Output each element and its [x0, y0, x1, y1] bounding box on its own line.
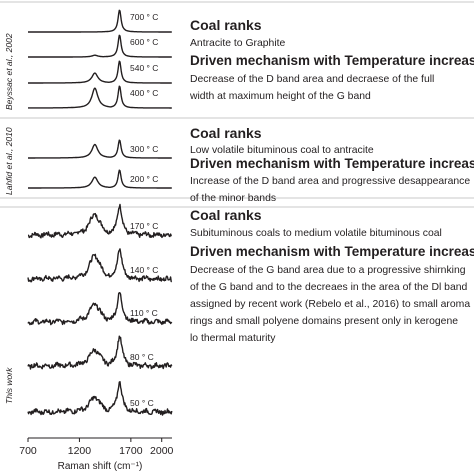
- x-tick-label-2: 1700: [119, 445, 143, 457]
- spectrum-p3-4: [27, 381, 173, 416]
- temperature-label-p3-0: 170 ° C: [130, 221, 158, 231]
- panel-2-mech-line-2: of the minor bands: [190, 193, 276, 204]
- panel-3-mech-title: Driven mechanism with Temperature increa…: [190, 244, 474, 259]
- temperature-labels: 700 ° C 600 ° C 540 ° C 400 ° C 300 ° C 200 °…: [130, 12, 158, 408]
- source-label-3: This work: [4, 367, 14, 404]
- spectrum-p3-3: [27, 335, 173, 370]
- temperature-label-p2-1: 200 ° C: [130, 174, 158, 184]
- temperature-label-p2-0: 300 ° C: [130, 144, 158, 154]
- temperature-label-p3-1: 140 ° C: [130, 265, 158, 275]
- panel-3-mech-line-4: rings and small polyene domains present …: [190, 316, 458, 327]
- x-tick-label-1: 1200: [68, 445, 92, 457]
- panel-2-rank-text: Low volatile bituminous coal to antracit…: [190, 145, 374, 156]
- panel-1-mech-line-2: width at maximum height of the G band: [189, 91, 371, 102]
- temperature-label-p1-1: 600 ° C: [130, 37, 158, 47]
- spectrum-p3-0: [27, 203, 172, 239]
- spectrum-p1-0: [27, 9, 172, 33]
- spectra-group: [27, 9, 173, 416]
- spectrum-p2-1: [27, 169, 172, 189]
- temperature-label-p1-2: 540 ° C: [130, 63, 158, 73]
- spectrum-p2-0: [27, 139, 172, 159]
- spectrum-p1-1: [27, 34, 172, 58]
- panel-2-mech-title: Driven mechanism with Temperature increa…: [190, 156, 474, 171]
- x-axis-ticks: 700 1200 1700 2000: [19, 438, 174, 457]
- temperature-label-p1-3: 400 ° C: [130, 88, 158, 98]
- temperature-label-p1-0: 700 ° C: [130, 12, 158, 22]
- panel-1-rank-title: Coal ranks: [190, 17, 262, 33]
- x-axis-label: Raman shift (cm⁻¹): [58, 461, 143, 472]
- spectrum-p1-2: [27, 60, 172, 84]
- temperature-label-p3-2: 110 ° C: [130, 308, 158, 318]
- source-label-1: Beyssac et al., 2002: [4, 33, 14, 110]
- source-label-2: Lahfid et al., 2010: [4, 127, 14, 195]
- panel-3-mech-line-5: lo thermal maturity: [190, 333, 276, 344]
- panel-1-rank-text: Antracite to Graphite: [190, 38, 286, 49]
- x-tick-label-3: 2000: [150, 445, 174, 457]
- panel-1-mech-title: Driven mechanism with Temperature increa…: [190, 53, 474, 68]
- panel-1-mech-line-1: Decrease of the D band area and decraese…: [190, 74, 434, 85]
- spectrum-p1-3: [27, 85, 172, 109]
- x-tick-label-0: 700: [19, 445, 37, 457]
- panel-3-mech-line-3: assigned by recent work (Rebelo et al., …: [190, 299, 470, 310]
- spectrum-p3-1: [27, 248, 173, 283]
- panel-2-rank-title: Coal ranks: [190, 125, 262, 141]
- panel-3-mech-line-2: of the G band and to the decreaes in the…: [190, 282, 468, 293]
- temperature-label-p3-4: 50 ° C: [130, 398, 154, 408]
- spectrum-p3-2: [27, 292, 173, 326]
- panel-3-rank-text: Subituminous coals to medium volatile bi…: [190, 228, 442, 239]
- panel-3-mech-line-1: Decrease of the G band area due to a pro…: [190, 265, 466, 276]
- panel-2-mech-line-1: Increase of the D band area and progress…: [190, 176, 470, 187]
- panel-3-rank-title: Coal ranks: [190, 207, 262, 223]
- temperature-label-p3-3: 80 ° C: [130, 352, 154, 362]
